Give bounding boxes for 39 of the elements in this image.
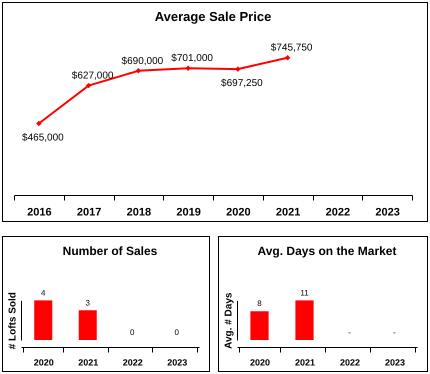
chart-title: Avg. Days on the Market <box>258 244 396 258</box>
x-tick-label: 2018 <box>126 206 152 218</box>
data-label: 11 <box>300 288 310 298</box>
data-label: $745,750 <box>270 42 313 54</box>
x-tick-label: 2021 <box>276 206 300 218</box>
x-tick-label: 2020 <box>250 358 270 368</box>
y-axis-title: # Lofts Sold <box>8 292 18 350</box>
x-tick-label: 2017 <box>76 206 102 218</box>
data-label: 0 <box>130 328 136 337</box>
chart-title: Number of Sales <box>62 244 158 258</box>
point <box>235 66 241 72</box>
data-label: $465,000 <box>22 132 64 144</box>
data-label: $627,000 <box>72 70 114 82</box>
data-label: $701,000 <box>171 53 214 64</box>
data-label: 3 <box>86 298 91 308</box>
x-tick-label: 2022 <box>122 358 143 368</box>
y-axis-title: Avg. # Days <box>224 292 234 349</box>
x-tick-label: 2023 <box>384 358 406 368</box>
data-label: 4 <box>41 288 46 298</box>
x-tick-label: 2023 <box>375 206 400 218</box>
data-label: 0 <box>174 328 180 337</box>
x-tick-label: 2022 <box>340 358 360 368</box>
x-tick-label: 2021 <box>78 358 98 368</box>
x-tick-label: 2016 <box>27 206 52 218</box>
x-tick-label: 2020 <box>34 358 54 368</box>
x-tick-label: 2023 <box>167 358 188 368</box>
data-label: $690,000 <box>122 56 164 67</box>
point <box>86 82 92 88</box>
x-tick-label: 2021 <box>294 358 316 368</box>
point <box>36 120 42 126</box>
point <box>284 54 290 60</box>
chart-title: Average Sale Price <box>154 9 272 24</box>
text: - <box>393 328 396 337</box>
text: - <box>348 328 351 337</box>
x-tick-label: 2022 <box>326 206 350 218</box>
data-label: $697,250 <box>221 78 264 90</box>
x-tick-label: 2020 <box>226 206 251 218</box>
data-label: 8 <box>257 299 262 308</box>
x-tick-label: 2019 <box>176 206 201 218</box>
